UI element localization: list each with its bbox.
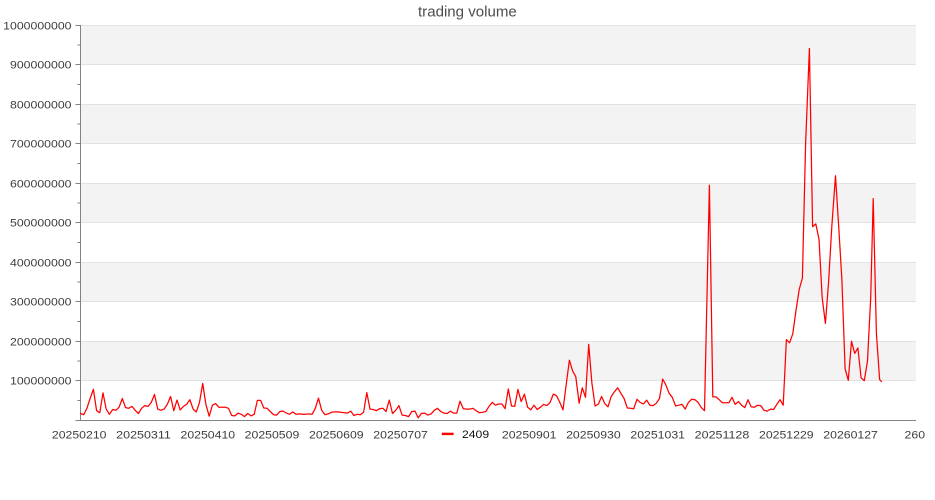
svg-text:20251229: 20251229 bbox=[759, 429, 814, 441]
svg-text:900000000: 900000000 bbox=[10, 59, 72, 71]
svg-text:20250901: 20250901 bbox=[502, 429, 557, 441]
svg-text:20251031: 20251031 bbox=[630, 429, 685, 441]
svg-text:1000000000: 1000000000 bbox=[3, 20, 71, 32]
svg-text:20260127: 20260127 bbox=[823, 429, 878, 441]
svg-text:20250609: 20250609 bbox=[309, 429, 364, 441]
svg-text:20251128: 20251128 bbox=[695, 429, 750, 441]
svg-text:300000000: 300000000 bbox=[10, 296, 72, 308]
svg-text:20250311: 20250311 bbox=[116, 429, 171, 441]
svg-text:200000000: 200000000 bbox=[10, 336, 72, 348]
svg-text:600000000: 600000000 bbox=[10, 178, 72, 190]
svg-text:20250410: 20250410 bbox=[181, 429, 236, 441]
svg-text:700000000: 700000000 bbox=[10, 138, 72, 150]
svg-text:20250210: 20250210 bbox=[52, 429, 107, 441]
svg-text:20250707: 20250707 bbox=[373, 429, 428, 441]
svg-text:400000000: 400000000 bbox=[10, 257, 72, 269]
svg-text:500000000: 500000000 bbox=[10, 217, 72, 229]
svg-text:800000000: 800000000 bbox=[10, 99, 72, 111]
svg-text:100000000: 100000000 bbox=[10, 375, 72, 387]
svg-text:trading volume: trading volume bbox=[418, 5, 517, 21]
svg-text:260: 260 bbox=[905, 429, 926, 441]
svg-text:20250509: 20250509 bbox=[245, 429, 300, 441]
svg-text:20250930: 20250930 bbox=[566, 429, 621, 441]
svg-text:2409: 2409 bbox=[462, 429, 489, 441]
